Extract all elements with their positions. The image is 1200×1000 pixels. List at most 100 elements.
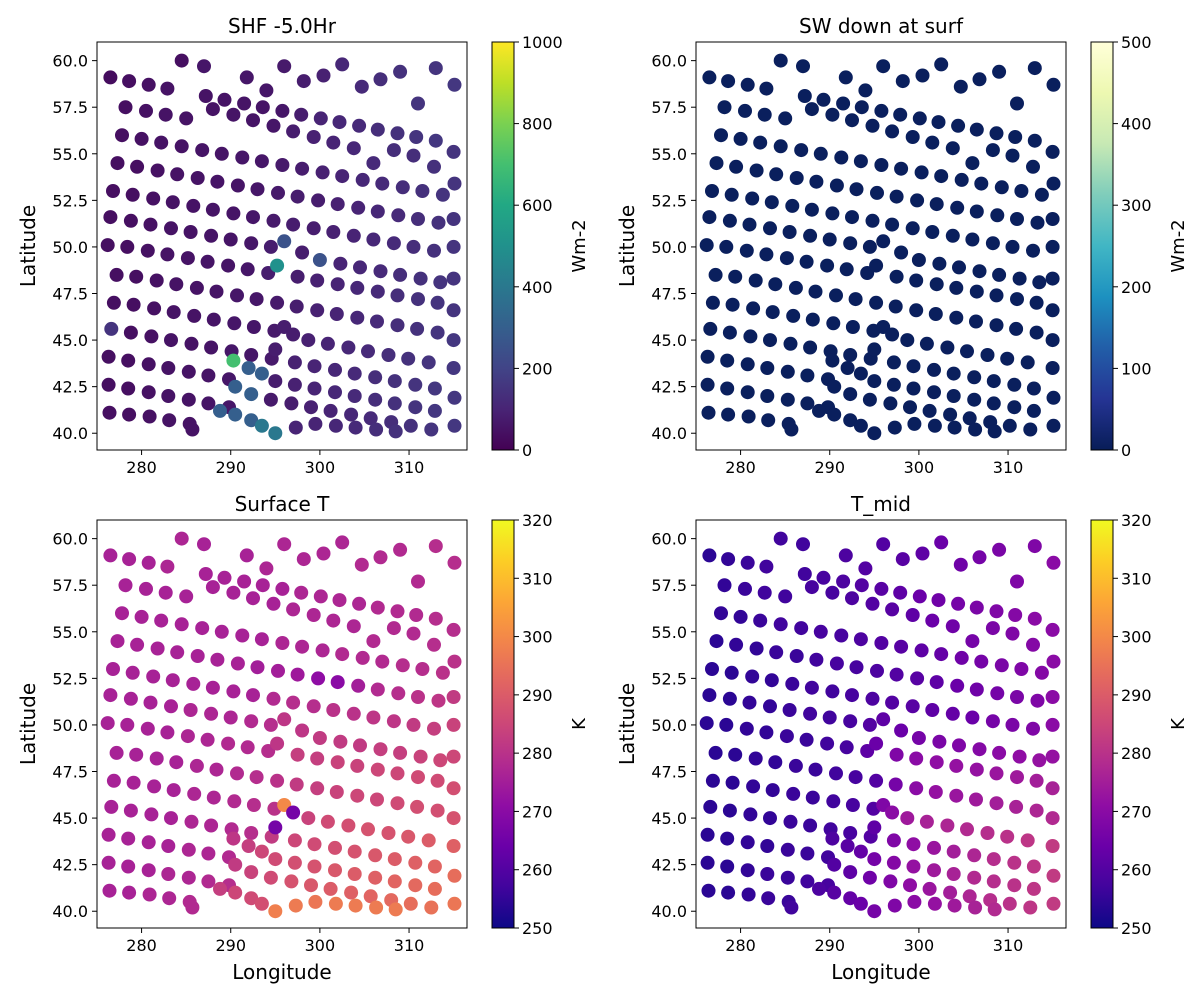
data-point <box>179 111 194 126</box>
colorbar-tick-label: 260 <box>522 861 553 880</box>
data-point <box>906 837 921 852</box>
data-point <box>421 355 436 370</box>
y-tick-label: 47.5 <box>651 285 687 304</box>
data-point <box>195 143 210 158</box>
data-point <box>249 292 264 307</box>
data-point <box>333 256 348 271</box>
data-point <box>915 546 930 561</box>
data-point <box>972 264 987 279</box>
x-tick-label: 310 <box>993 936 1024 955</box>
data-point <box>102 883 117 898</box>
data-point <box>221 736 236 751</box>
data-point <box>209 284 224 299</box>
data-point <box>854 100 869 115</box>
data-point <box>985 714 1000 729</box>
data-point <box>740 863 755 878</box>
data-point <box>843 865 858 880</box>
data-point <box>965 634 980 649</box>
data-point <box>244 236 259 251</box>
data-point <box>947 898 962 913</box>
colorbar-tick-label: 600 <box>522 196 553 215</box>
data-point <box>702 688 717 703</box>
data-point <box>415 184 430 198</box>
data-point <box>740 77 755 92</box>
data-point <box>408 855 423 870</box>
data-point <box>142 409 157 424</box>
colorbar-tick-label: 290 <box>1121 686 1152 705</box>
data-point <box>945 706 960 721</box>
data-point <box>328 863 342 878</box>
data-point <box>106 184 120 198</box>
data-point <box>1010 292 1024 307</box>
data-point <box>1045 781 1060 796</box>
data-point <box>250 660 265 675</box>
data-point <box>829 766 843 781</box>
data-point <box>909 751 924 766</box>
data-point <box>763 221 777 236</box>
data-point <box>142 887 157 902</box>
data-point <box>266 213 281 228</box>
data-point <box>311 193 326 208</box>
data-point <box>1045 239 1060 254</box>
data-point <box>294 585 309 600</box>
data-point <box>985 236 1000 251</box>
data-point <box>895 74 910 89</box>
data-point <box>103 688 118 703</box>
data-point <box>784 900 799 915</box>
data-point <box>369 422 384 437</box>
data-point <box>845 320 860 334</box>
data-point <box>428 611 443 626</box>
data-point <box>805 312 820 327</box>
panel-2: 280 290 300 310 40.0 42.5 45.0 47.5 50.0 52.5 55.0… <box>615 14 1189 477</box>
data-point <box>174 617 189 632</box>
data-point <box>204 228 219 243</box>
data-point <box>759 725 774 740</box>
y-tick-label: 50.0 <box>52 716 88 735</box>
data-point <box>347 366 362 381</box>
data-point <box>1008 608 1023 622</box>
data-point <box>888 777 903 792</box>
data-point <box>853 418 868 433</box>
data-point <box>888 299 903 314</box>
data-point <box>254 632 269 647</box>
x-axis-label: Longitude <box>831 960 930 984</box>
data-point <box>141 357 156 372</box>
x-tick-label: 290 <box>215 936 246 955</box>
data-point <box>227 794 242 809</box>
data-point <box>729 637 744 652</box>
data-point <box>954 650 969 665</box>
data-point <box>288 898 303 913</box>
data-point <box>330 675 345 690</box>
data-point <box>919 814 934 829</box>
data-point <box>106 662 120 676</box>
data-point <box>759 247 774 262</box>
data-point <box>316 68 331 83</box>
data-point <box>757 585 772 600</box>
data-point <box>760 389 775 403</box>
x-tick-label: 300 <box>305 936 336 955</box>
data-point <box>187 786 202 801</box>
data-point <box>825 684 840 699</box>
data-point <box>929 197 944 212</box>
data-point <box>816 570 831 585</box>
data-point <box>849 660 864 675</box>
data-point <box>953 79 968 94</box>
data-point <box>158 107 173 122</box>
data-point <box>369 900 384 915</box>
data-point <box>763 811 777 826</box>
data-point <box>344 407 359 422</box>
data-point <box>753 135 768 150</box>
data-point <box>989 766 1004 781</box>
data-point <box>213 403 227 418</box>
data-point <box>825 107 840 122</box>
data-point <box>699 238 714 253</box>
data-point <box>1027 611 1042 626</box>
data-point <box>759 81 774 96</box>
data-point <box>120 239 135 254</box>
data-point <box>911 731 926 745</box>
y-tick-label: 42.5 <box>651 378 687 397</box>
data-point <box>421 833 436 848</box>
data-point <box>1030 215 1045 230</box>
data-point <box>789 649 804 663</box>
data-point <box>972 550 987 565</box>
